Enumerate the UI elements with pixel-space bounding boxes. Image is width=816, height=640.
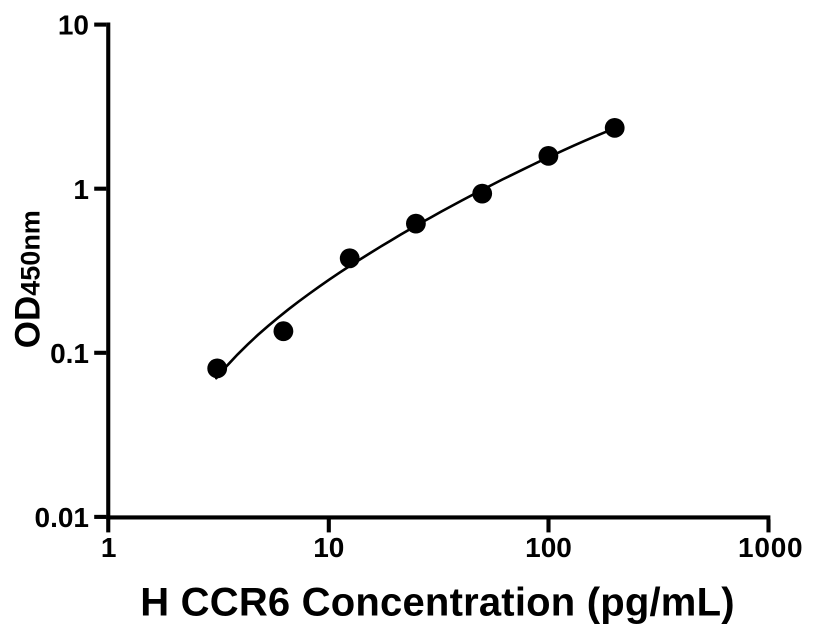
svg-text:10: 10 xyxy=(313,532,344,563)
svg-text:100: 100 xyxy=(525,532,572,563)
svg-text:OD450nm: OD450nm xyxy=(8,210,47,348)
svg-text:H CCR6 Concentration (pg/mL): H CCR6 Concentration (pg/mL) xyxy=(140,581,734,625)
svg-text:1: 1 xyxy=(101,532,117,563)
svg-text:0.1: 0.1 xyxy=(50,338,89,369)
svg-text:10: 10 xyxy=(58,10,89,41)
svg-text:1000: 1000 xyxy=(738,532,803,563)
svg-text:1: 1 xyxy=(73,174,89,205)
svg-text:0.01: 0.01 xyxy=(35,502,90,533)
